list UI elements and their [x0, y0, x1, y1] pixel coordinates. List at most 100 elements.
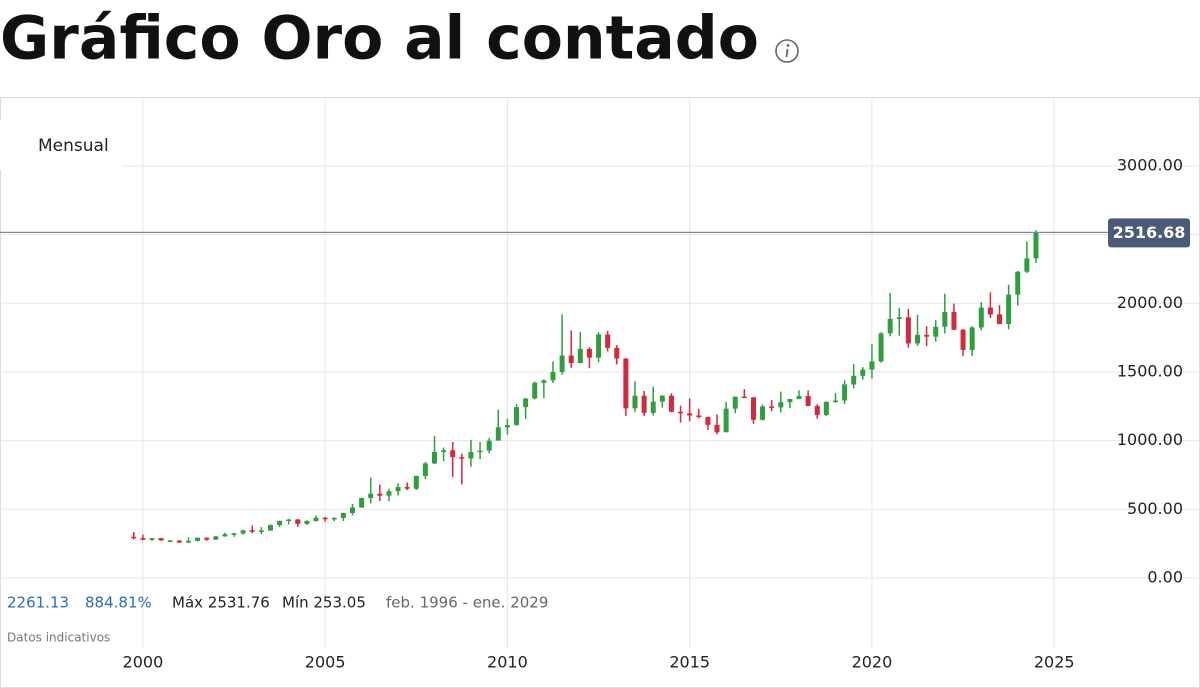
candle-body [349, 507, 355, 514]
note: Datos indicativos [7, 631, 110, 645]
candle-body [942, 311, 948, 327]
candle-body [769, 406, 775, 408]
min: Mín 253.05 [282, 594, 366, 612]
candle-body [377, 493, 383, 496]
candle-body [204, 537, 210, 540]
candle-body [304, 520, 310, 524]
candle-body [914, 334, 920, 344]
candle-body [195, 537, 201, 541]
candle-body [650, 401, 656, 413]
candle-body [605, 334, 611, 348]
candle-body [240, 530, 246, 534]
x-tick-label: 2025 [1034, 653, 1075, 672]
candle-body [486, 440, 492, 451]
candle-body [532, 382, 538, 399]
candle-body [386, 491, 392, 496]
y-tick-label: 3000.00 [1117, 155, 1183, 174]
candle-body [741, 396, 747, 399]
candle-body [559, 355, 565, 372]
candle-body [723, 408, 729, 433]
candle-body [450, 450, 456, 458]
candle-body [222, 534, 228, 537]
candle-body [149, 538, 155, 540]
candle-body [368, 493, 374, 499]
x-tick-label: 2005 [305, 653, 346, 672]
candle-body [167, 540, 173, 542]
candle-body [395, 487, 401, 492]
candle-body [267, 525, 273, 531]
candle-body [714, 424, 720, 433]
candle-body [459, 457, 465, 459]
candle-body [705, 417, 711, 425]
y-tick-label: 2000.00 [1117, 293, 1183, 312]
candle-body [158, 538, 164, 541]
candle-body [750, 397, 756, 420]
candle-body [340, 513, 346, 518]
candle-body [1024, 258, 1030, 272]
x-tick-label: 2015 [669, 653, 710, 672]
candle-body [213, 536, 219, 540]
candle-body [623, 358, 629, 409]
candle-body [787, 399, 793, 403]
candle-body [586, 348, 592, 358]
x-tick-label: 2000 [123, 653, 164, 672]
change-percent: 884.81% [85, 594, 152, 612]
candle-body [468, 452, 474, 459]
candle-body [960, 329, 966, 350]
period-box [0, 120, 122, 170]
candle-body [422, 463, 428, 476]
candle-body [659, 395, 665, 402]
info-icon[interactable] [775, 39, 799, 63]
candle-body [814, 406, 820, 415]
candle-body [887, 318, 893, 334]
candle-body [668, 395, 674, 412]
candle-body [978, 307, 984, 328]
candle-body [231, 533, 237, 535]
candle-body [277, 520, 283, 526]
y-tick-label: 1500.00 [1117, 361, 1183, 380]
candle-body [550, 371, 556, 381]
candle-body [860, 369, 866, 376]
max: Máx 2531.76 [172, 594, 270, 612]
candle-body [286, 519, 292, 521]
period-label[interactable]: Mensual [38, 136, 109, 156]
candle-body [359, 498, 365, 508]
candle-body [614, 347, 620, 359]
candle-body [696, 415, 702, 418]
candle-body [969, 327, 975, 350]
y-tick-label: 1000.00 [1117, 430, 1183, 449]
last-price-box [1108, 218, 1190, 248]
candle-body [176, 540, 182, 543]
candle-body [805, 396, 811, 407]
candle-body [441, 450, 447, 453]
candle-body [832, 400, 838, 403]
candle-body [924, 334, 930, 337]
candle-body [760, 406, 766, 420]
candle-body [514, 407, 520, 426]
candle-body [140, 538, 146, 540]
change: 2261.13 [7, 594, 69, 612]
x-tick-label: 2010 [487, 653, 528, 672]
candle-body [796, 396, 802, 400]
candle-body [432, 452, 438, 464]
candle-body [687, 413, 693, 416]
candle-body [869, 361, 875, 370]
candle-body [732, 396, 738, 409]
candle-body [878, 333, 884, 362]
candle-body [641, 395, 647, 413]
title: Gráfico Oro al contado [0, 4, 759, 74]
candle-body [577, 348, 583, 364]
last-price-label: 2516.68 [1113, 223, 1186, 242]
candle-body [523, 398, 529, 408]
candle-body [185, 540, 191, 543]
candle-body [678, 411, 684, 414]
candle-body [987, 307, 993, 315]
candle-body [295, 519, 301, 524]
candle-body [131, 536, 137, 539]
y-tick-label: 0.00 [1147, 567, 1183, 586]
candle-body [1033, 232, 1039, 259]
candle-body [905, 317, 911, 344]
candle-body [331, 517, 337, 520]
candle-body [997, 314, 1003, 325]
